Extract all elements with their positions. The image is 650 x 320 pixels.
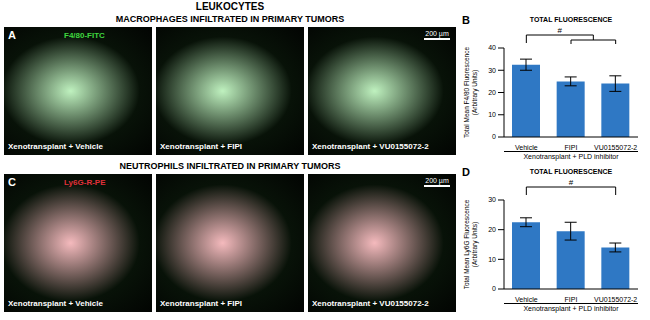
html-text:Xenotransplant + Vehicle: Xenotransplant + Vehicle (8, 142, 103, 151)
svg-text:30: 30 (488, 196, 496, 203)
svg-text:20: 20 (488, 89, 496, 96)
html-text:Xenotransplant + PLD inhibitor: Xenotransplant + PLD inhibitor (523, 305, 619, 312)
svg-text:20: 20 (488, 226, 496, 233)
html-text:B: B (462, 14, 470, 26)
html-text:Xenotransplant + VU0155072-2: Xenotransplant + VU0155072-2 (312, 142, 429, 151)
html-text:D: D (462, 166, 470, 178)
html-text:Xenotransplant + FIPI: Xenotransplant + FIPI (160, 299, 242, 308)
svg-text:VU0155072-2: VU0155072-2 (594, 296, 637, 303)
html-text:F4/80-FITC: F4/80-FITC (64, 31, 105, 40)
svg-text:Vehicle: Vehicle (515, 144, 538, 151)
svg-text:FIPI: FIPI (565, 144, 578, 151)
svg-text:10: 10 (488, 111, 496, 118)
svg-text:#: # (569, 178, 574, 187)
svg-text:10: 10 (488, 256, 496, 263)
svg-text:Total Mean F4/80 Fluorescence(: Total Mean F4/80 Fluorescence(Arbitrary … (463, 47, 479, 138)
svg-text:#: # (558, 26, 563, 35)
html-text:Xenotransplant + Vehicle: Xenotransplant + Vehicle (8, 299, 103, 308)
html-text:200 µm: 200 µm (425, 30, 449, 37)
html-text:LEUKOCYTES: LEUKOCYTES (195, 1, 265, 12)
html-text:200 µm: 200 µm (425, 177, 449, 184)
html-text:A: A (8, 29, 16, 41)
html-text:Ly6G-R-PE: Ly6G-R-PE (64, 178, 106, 187)
svg-text:Total Mean Ly6G Fluorescence(A: Total Mean Ly6G Fluorescence(Arbitrary U… (463, 199, 479, 289)
html-text:Xenotransplant + VU0155072-2: Xenotransplant + VU0155072-2 (312, 299, 429, 308)
html-text:C: C (8, 176, 16, 188)
svg-text:30: 30 (488, 67, 496, 74)
html-text:NEUTROPHILS INFILTRATED IN PRI: NEUTROPHILS INFILTRATED IN PRIMARY TUMOR… (119, 161, 341, 171)
html-text:MACROPHAGES INFILTRATED IN PRI: MACROPHAGES INFILTRATED IN PRIMARY TUMOR… (115, 14, 345, 24)
html-text:Xenotransplant + PLD inhibitor: Xenotransplant + PLD inhibitor (523, 153, 619, 160)
svg-text:VU0155072-2: VU0155072-2 (594, 144, 637, 151)
svg-text:40: 40 (488, 44, 496, 51)
svg-text:0: 0 (492, 133, 496, 140)
html-text:TOTAL FLUORESCENCE: TOTAL FLUORESCENCE (529, 168, 613, 175)
svg-text:0: 0 (492, 285, 496, 292)
html-text:Xenotransplant + FIPI: Xenotransplant + FIPI (160, 142, 242, 151)
html-text:TOTAL FLUORESCENCE: TOTAL FLUORESCENCE (529, 16, 613, 23)
svg-text:Vehicle: Vehicle (515, 296, 538, 303)
svg-text:FIPI: FIPI (565, 296, 578, 303)
